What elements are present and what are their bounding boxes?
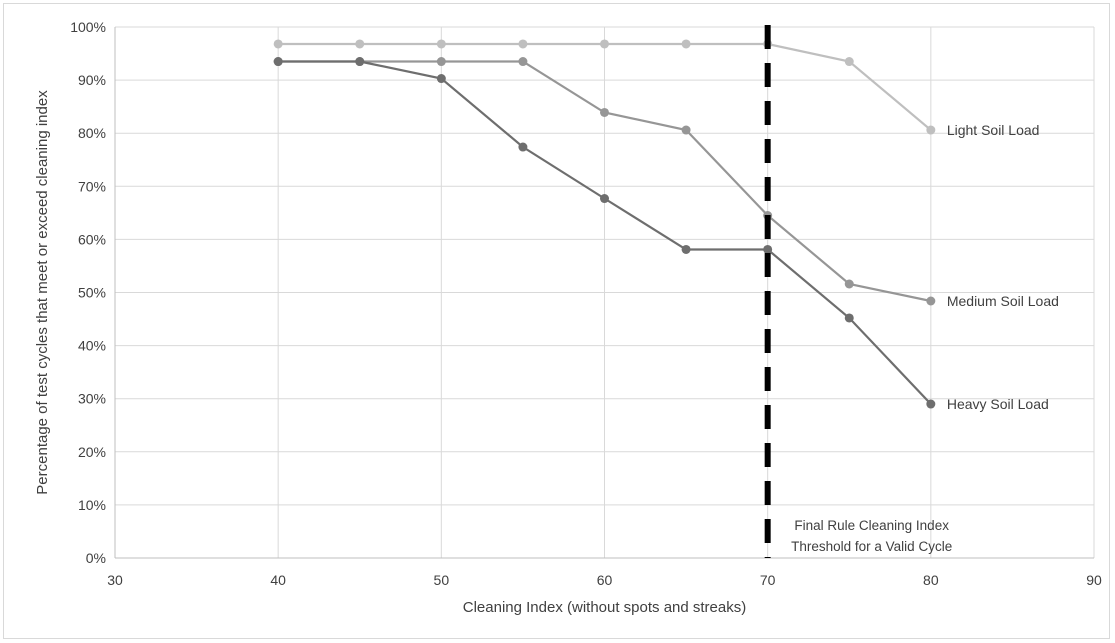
data-point (436, 39, 446, 49)
y-tick-label: 80% (78, 125, 106, 141)
data-point (273, 57, 283, 67)
y-tick-label: 100% (70, 19, 106, 35)
data-point (355, 39, 365, 49)
data-point (681, 244, 691, 254)
data-point (844, 313, 854, 323)
y-tick-label: 30% (78, 391, 106, 407)
data-point (518, 39, 528, 49)
x-tick-label: 60 (597, 572, 613, 588)
x-tick-label: 30 (107, 572, 123, 588)
data-point (518, 142, 528, 152)
series-label: Light Soil Load (947, 122, 1040, 138)
data-point (926, 399, 936, 409)
x-tick-label: 70 (760, 572, 776, 588)
series-heavy-soil-load (273, 57, 936, 409)
data-point (681, 39, 691, 49)
data-point (844, 57, 854, 67)
data-point (355, 57, 365, 67)
data-point (600, 194, 609, 204)
series-label: Heavy Soil Load (947, 396, 1049, 412)
data-point (436, 74, 446, 84)
y-axis-title: Percentage of test cycles that meet or e… (34, 90, 51, 495)
y-tick-label: 90% (78, 72, 106, 88)
y-tick-label: 60% (78, 231, 106, 247)
x-tick-label: 80 (923, 572, 939, 588)
series-label: Medium Soil Load (947, 293, 1059, 309)
data-point (926, 296, 936, 306)
data-point (844, 279, 854, 289)
data-point (518, 57, 528, 67)
y-tick-label: 70% (78, 178, 106, 194)
axis-layer: 0% 10% 20% 30% 40% 50% 60% 70% 80% 90% 100% 30 40 50 6… (70, 19, 1102, 588)
series-layer (273, 39, 936, 409)
data-point (436, 57, 446, 67)
x-axis-title: Cleaning Index (without spots and streak… (463, 599, 746, 616)
data-point (926, 125, 936, 135)
x-tick-label: 50 (434, 572, 450, 588)
y-tick-label: 10% (78, 497, 106, 513)
data-point (763, 244, 773, 254)
threshold-annotation-line: Threshold for a Valid Cycle (791, 539, 952, 554)
data-point (273, 39, 283, 49)
y-tick-label: 20% (78, 444, 106, 460)
y-tick-label: 0% (86, 550, 106, 566)
threshold-annotation-line: Final Rule Cleaning Index (794, 518, 949, 533)
x-tick-label: 40 (270, 572, 286, 588)
chart-frame (3, 3, 1110, 639)
data-point (600, 39, 609, 49)
data-point (600, 107, 609, 117)
label-layer: Light Soil Load Medium Soil Load Heavy Soi… (791, 122, 1059, 554)
x-tick-label: 90 (1086, 572, 1102, 588)
y-tick-label: 40% (78, 338, 106, 354)
y-tick-label: 50% (78, 285, 106, 301)
data-point (681, 125, 691, 135)
